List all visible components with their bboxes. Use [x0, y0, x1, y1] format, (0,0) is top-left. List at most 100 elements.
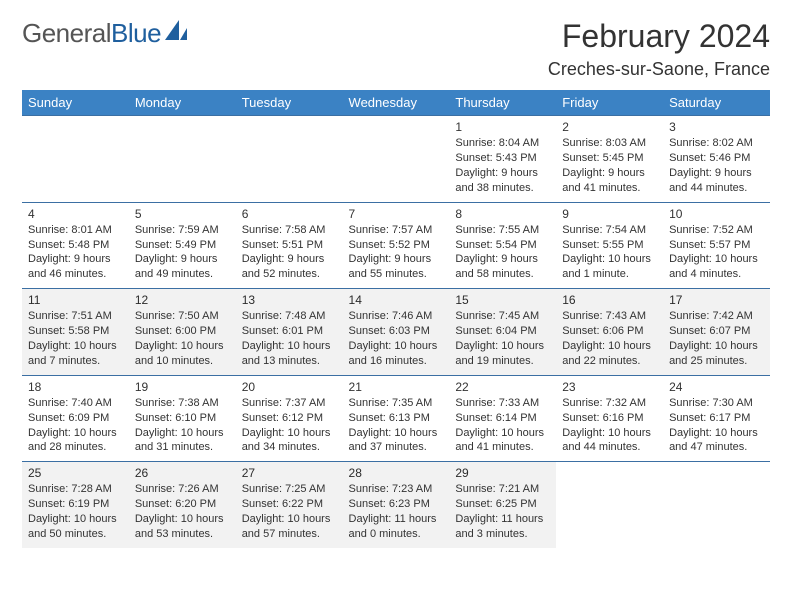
calendar-day: 4Sunrise: 8:01 AMSunset: 5:48 PMDaylight…	[22, 202, 129, 289]
calendar-day: 18Sunrise: 7:40 AMSunset: 6:09 PMDayligh…	[22, 375, 129, 462]
day-sunrise: Sunrise: 7:55 AM	[455, 223, 550, 238]
day-sunset: Sunset: 5:46 PM	[669, 151, 764, 166]
day-day1: Daylight: 10 hours	[455, 339, 550, 354]
day-header: Wednesday	[343, 90, 450, 116]
day-day1: Daylight: 9 hours	[28, 252, 123, 267]
day-sunrise: Sunrise: 7:51 AM	[28, 309, 123, 324]
brand-part2: Blue	[111, 18, 161, 48]
day-sunset: Sunset: 6:14 PM	[455, 411, 550, 426]
day-sunrise: Sunrise: 7:50 AM	[135, 309, 230, 324]
day-number: 7	[349, 206, 444, 222]
day-sunrise: Sunrise: 7:43 AM	[562, 309, 657, 324]
day-day1: Daylight: 10 hours	[28, 512, 123, 527]
day-number: 1	[455, 119, 550, 135]
day-number: 23	[562, 379, 657, 395]
day-day1: Daylight: 10 hours	[455, 426, 550, 441]
calendar-table: SundayMondayTuesdayWednesdayThursdayFrid…	[22, 90, 770, 548]
day-sunset: Sunset: 5:54 PM	[455, 238, 550, 253]
day-number: 15	[455, 292, 550, 308]
day-day1: Daylight: 11 hours	[455, 512, 550, 527]
day-sunset: Sunset: 5:51 PM	[242, 238, 337, 253]
calendar-day: 14Sunrise: 7:46 AMSunset: 6:03 PMDayligh…	[343, 289, 450, 376]
day-number: 6	[242, 206, 337, 222]
day-day1: Daylight: 9 hours	[455, 252, 550, 267]
day-sunrise: Sunrise: 7:21 AM	[455, 482, 550, 497]
day-day2: and 41 minutes.	[455, 440, 550, 455]
day-day1: Daylight: 11 hours	[349, 512, 444, 527]
day-day1: Daylight: 10 hours	[135, 512, 230, 527]
calendar-day-empty	[343, 116, 450, 203]
day-day2: and 44 minutes.	[562, 440, 657, 455]
day-header: Sunday	[22, 90, 129, 116]
day-day2: and 41 minutes.	[562, 181, 657, 196]
day-sunrise: Sunrise: 8:04 AM	[455, 136, 550, 151]
month-title: February 2024	[548, 18, 770, 55]
day-day1: Daylight: 10 hours	[669, 339, 764, 354]
calendar-day: 9Sunrise: 7:54 AMSunset: 5:55 PMDaylight…	[556, 202, 663, 289]
brand-logo: GeneralBlue	[22, 18, 191, 49]
day-sunset: Sunset: 6:23 PM	[349, 497, 444, 512]
day-sunrise: Sunrise: 7:59 AM	[135, 223, 230, 238]
day-number: 18	[28, 379, 123, 395]
calendar-day-empty	[236, 116, 343, 203]
day-number: 11	[28, 292, 123, 308]
day-sunset: Sunset: 5:52 PM	[349, 238, 444, 253]
day-sunset: Sunset: 5:49 PM	[135, 238, 230, 253]
day-day2: and 37 minutes.	[349, 440, 444, 455]
day-day2: and 16 minutes.	[349, 354, 444, 369]
logo-sail-icon	[165, 20, 191, 47]
calendar-day: 26Sunrise: 7:26 AMSunset: 6:20 PMDayligh…	[129, 462, 236, 548]
title-block: February 2024 Creches-sur-Saone, France	[548, 18, 770, 80]
day-day1: Daylight: 9 hours	[349, 252, 444, 267]
page: GeneralBlue February 2024 Creches-sur-Sa…	[0, 0, 792, 558]
day-day2: and 13 minutes.	[242, 354, 337, 369]
day-sunset: Sunset: 6:01 PM	[242, 324, 337, 339]
calendar-day: 3Sunrise: 8:02 AMSunset: 5:46 PMDaylight…	[663, 116, 770, 203]
day-number: 3	[669, 119, 764, 135]
day-day2: and 47 minutes.	[669, 440, 764, 455]
day-number: 28	[349, 465, 444, 481]
day-number: 2	[562, 119, 657, 135]
day-day2: and 57 minutes.	[242, 527, 337, 542]
day-header: Thursday	[449, 90, 556, 116]
day-day1: Daylight: 10 hours	[242, 512, 337, 527]
day-sunrise: Sunrise: 7:38 AM	[135, 396, 230, 411]
day-sunrise: Sunrise: 7:46 AM	[349, 309, 444, 324]
calendar-day: 23Sunrise: 7:32 AMSunset: 6:16 PMDayligh…	[556, 375, 663, 462]
day-day1: Daylight: 10 hours	[242, 426, 337, 441]
day-day2: and 58 minutes.	[455, 267, 550, 282]
location: Creches-sur-Saone, France	[548, 59, 770, 80]
day-day2: and 7 minutes.	[28, 354, 123, 369]
day-day1: Daylight: 10 hours	[562, 339, 657, 354]
day-day2: and 28 minutes.	[28, 440, 123, 455]
calendar-day: 13Sunrise: 7:48 AMSunset: 6:01 PMDayligh…	[236, 289, 343, 376]
day-day2: and 10 minutes.	[135, 354, 230, 369]
day-sunset: Sunset: 6:03 PM	[349, 324, 444, 339]
day-day1: Daylight: 10 hours	[135, 426, 230, 441]
day-number: 27	[242, 465, 337, 481]
day-day2: and 3 minutes.	[455, 527, 550, 542]
day-day2: and 19 minutes.	[455, 354, 550, 369]
day-sunset: Sunset: 6:13 PM	[349, 411, 444, 426]
calendar-week: 25Sunrise: 7:28 AMSunset: 6:19 PMDayligh…	[22, 462, 770, 548]
day-sunset: Sunset: 6:12 PM	[242, 411, 337, 426]
day-day2: and 44 minutes.	[669, 181, 764, 196]
calendar-week: 18Sunrise: 7:40 AMSunset: 6:09 PMDayligh…	[22, 375, 770, 462]
day-sunset: Sunset: 5:43 PM	[455, 151, 550, 166]
day-number: 21	[349, 379, 444, 395]
day-day1: Daylight: 10 hours	[349, 426, 444, 441]
day-sunrise: Sunrise: 7:33 AM	[455, 396, 550, 411]
day-sunset: Sunset: 6:09 PM	[28, 411, 123, 426]
day-day1: Daylight: 9 hours	[135, 252, 230, 267]
day-day1: Daylight: 9 hours	[669, 166, 764, 181]
day-day1: Daylight: 10 hours	[135, 339, 230, 354]
day-sunrise: Sunrise: 8:03 AM	[562, 136, 657, 151]
calendar-day: 8Sunrise: 7:55 AMSunset: 5:54 PMDaylight…	[449, 202, 556, 289]
calendar-day: 29Sunrise: 7:21 AMSunset: 6:25 PMDayligh…	[449, 462, 556, 548]
day-number: 22	[455, 379, 550, 395]
day-sunset: Sunset: 6:07 PM	[669, 324, 764, 339]
calendar-day-empty	[556, 462, 663, 548]
calendar-day: 22Sunrise: 7:33 AMSunset: 6:14 PMDayligh…	[449, 375, 556, 462]
calendar-day: 28Sunrise: 7:23 AMSunset: 6:23 PMDayligh…	[343, 462, 450, 548]
brand-text: GeneralBlue	[22, 18, 161, 49]
